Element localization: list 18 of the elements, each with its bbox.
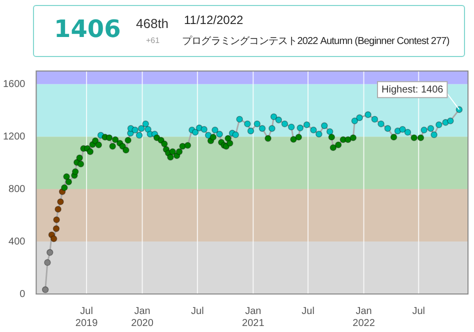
y-tick-label: 800 — [8, 184, 26, 195]
x-tick-label: Jul — [412, 306, 426, 317]
chart-subtitle: プログラミングコンテスト2022 Autumn (Beginner Contest 277) — [182, 34, 450, 48]
x-tick-label: Jul 2019 — [75, 306, 98, 329]
x-tick-label: Jul — [191, 306, 204, 317]
chart-title: 1406 — [54, 15, 121, 43]
y-tick-label: 400 — [8, 236, 26, 248]
y-tick-label: 1200 — [2, 131, 26, 142]
text: 11/12/2022 — [184, 13, 244, 27]
x-tick-label: Jul — [302, 306, 314, 317]
text: 468th — [136, 16, 169, 31]
x-tick-label: Jan 2021 — [242, 306, 265, 329]
annotation: Highest: 1406 — [382, 84, 444, 96]
y-tick-label: 1600 — [2, 78, 26, 90]
x-tick-label: Jan 2020 — [131, 306, 154, 329]
text: +61 — [146, 36, 160, 45]
x-tick-label: Jan 2022 — [352, 306, 376, 329]
y-tick-label: 0 — [20, 288, 26, 300]
